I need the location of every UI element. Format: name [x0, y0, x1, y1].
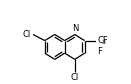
Text: 3: 3 — [102, 40, 106, 45]
Text: F: F — [97, 47, 102, 56]
Text: Cl: Cl — [71, 73, 79, 82]
Text: CF: CF — [97, 36, 108, 45]
Text: Cl: Cl — [22, 30, 30, 39]
Text: N: N — [72, 24, 78, 33]
